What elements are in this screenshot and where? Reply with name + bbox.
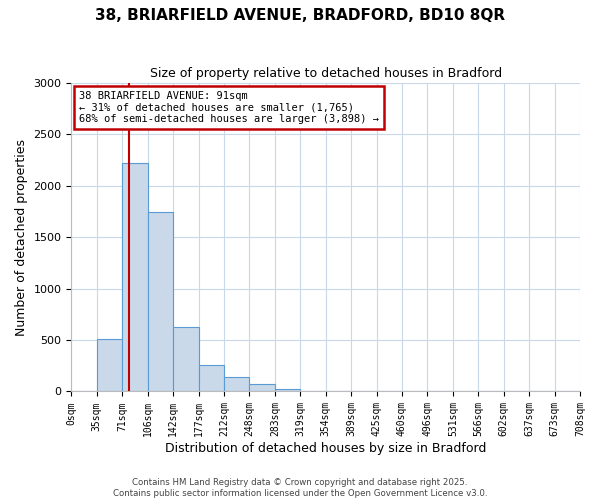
Bar — [250, 384, 275, 392]
Bar — [224, 377, 250, 392]
Bar — [148, 212, 173, 392]
Text: 38 BRIARFIELD AVENUE: 91sqm
← 31% of detached houses are smaller (1,765)
68% of : 38 BRIARFIELD AVENUE: 91sqm ← 31% of det… — [79, 91, 379, 124]
Bar — [97, 339, 122, 392]
Bar — [122, 163, 148, 392]
Text: Contains HM Land Registry data © Crown copyright and database right 2025.
Contai: Contains HM Land Registry data © Crown c… — [113, 478, 487, 498]
Bar — [173, 326, 199, 392]
Text: 38, BRIARFIELD AVENUE, BRADFORD, BD10 8QR: 38, BRIARFIELD AVENUE, BRADFORD, BD10 8Q… — [95, 8, 505, 22]
Title: Size of property relative to detached houses in Bradford: Size of property relative to detached ho… — [149, 68, 502, 80]
Bar — [275, 390, 300, 392]
Y-axis label: Number of detached properties: Number of detached properties — [15, 139, 28, 336]
X-axis label: Distribution of detached houses by size in Bradford: Distribution of detached houses by size … — [165, 442, 487, 455]
Bar — [199, 364, 224, 392]
